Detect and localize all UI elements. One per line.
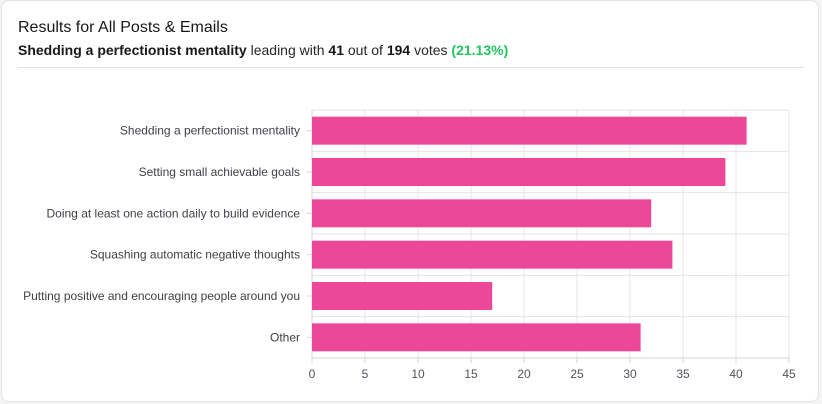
leader-percent: (21.13%): [451, 42, 509, 58]
category-label: Other: [270, 330, 300, 344]
total-votes: 194: [386, 42, 411, 58]
bar: [312, 323, 641, 352]
x-tick-label: 25: [570, 367, 584, 381]
bar: [312, 199, 652, 228]
category-label: Shedding a perfectionist mentality: [120, 124, 300, 138]
leader-option: Shedding a perfectionist mentality: [18, 42, 247, 58]
x-tick-label: 40: [729, 367, 743, 381]
bar: [312, 282, 493, 310]
bar: [312, 158, 726, 186]
leader-votes: 41: [328, 42, 344, 58]
category-label: Squashing automatic negative thoughts: [90, 248, 300, 262]
x-tick-label: 0: [309, 367, 316, 381]
votes-text: votes: [414, 42, 448, 58]
bar: [312, 116, 747, 145]
results-title: Results for All Posts & Emails: [18, 19, 228, 36]
results-summary: Shedding a perfectionist mentality leadi…: [18, 42, 508, 58]
x-tick-label: 30: [623, 367, 637, 381]
category-label: Setting small achievable goals: [139, 165, 300, 179]
x-tick-label: 35: [676, 367, 690, 381]
category-label: Putting positive and encouraging people …: [23, 289, 300, 303]
x-tick-label: 10: [411, 367, 425, 381]
x-tick-label: 5: [362, 367, 369, 381]
bar: [312, 240, 673, 269]
leading-with-text: leading with: [250, 42, 325, 58]
header-divider: [18, 67, 804, 68]
x-tick-label: 20: [517, 367, 531, 381]
out-of-text: out of: [347, 42, 383, 58]
x-tick-label: 15: [464, 367, 478, 381]
x-tick-label: 45: [782, 367, 796, 381]
category-label: Doing at least one action daily to build…: [47, 206, 301, 220]
